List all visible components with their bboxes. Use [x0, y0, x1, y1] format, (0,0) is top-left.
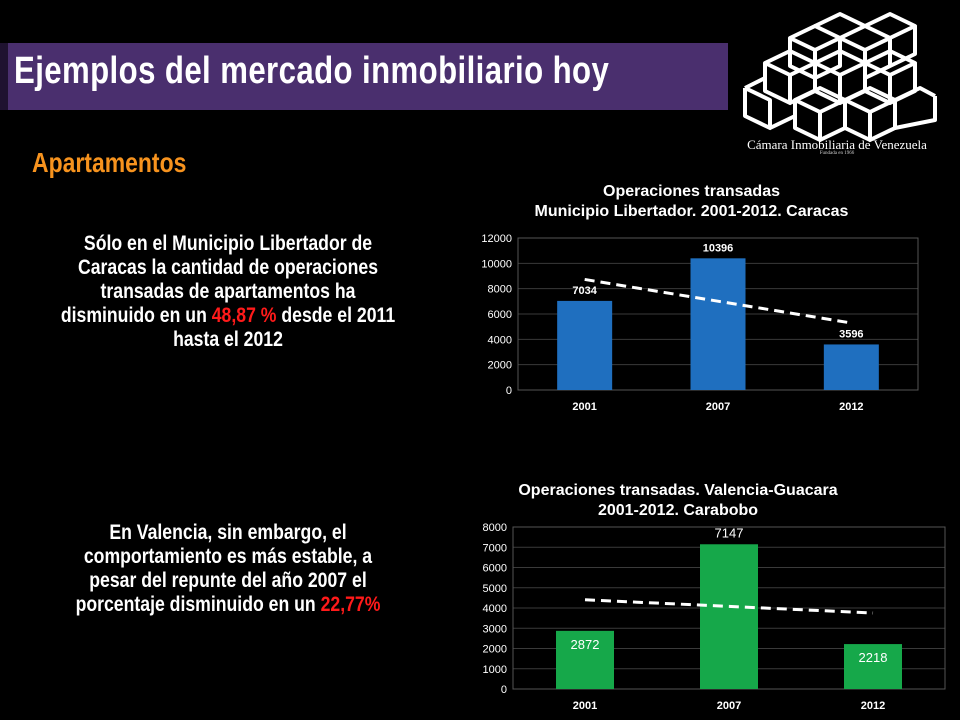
- chart-caracas-title-line2: Municipio Libertador. 2001-2012. Caracas: [534, 203, 849, 220]
- x-tick-label: 2007: [717, 700, 741, 712]
- y-tick-label: 5000: [483, 583, 507, 595]
- y-tick-label: 12000: [481, 233, 512, 245]
- logo-founded: Fundada en 1966: [819, 151, 855, 156]
- y-tick-label: 4000: [483, 603, 507, 615]
- title-bar: [0, 43, 728, 110]
- trendline: [584, 277, 852, 325]
- chart-valencia-title-line2: 2001-2012. Carabobo: [597, 502, 759, 519]
- bar: [700, 544, 758, 689]
- y-tick-label: 8000: [483, 522, 507, 534]
- paragraph-caracas-tail: desde el 2011 hasta el 2012: [173, 304, 396, 351]
- bar: [823, 344, 879, 390]
- y-tick-label: 0: [501, 684, 507, 696]
- data-label: 2872: [571, 637, 600, 652]
- slide-title: Ejemplos del mercado inmobiliario hoy: [14, 50, 610, 92]
- paragraph-caracas: Sólo en el Municipio Libertador de Carac…: [60, 232, 396, 352]
- y-tick-label: 3000: [483, 623, 507, 635]
- logo-name: Cámara Inmobiliaria de Venezuela: [747, 137, 927, 152]
- bar: [557, 300, 613, 390]
- paragraph-caracas-text: Sólo en el Municipio Libertador de Carac…: [60, 232, 379, 327]
- chart-caracas-plot: 0 2000 4000 6000 8000 10000 12000 7034 2001 10396…: [481, 233, 919, 413]
- bar: [556, 630, 614, 689]
- section-subtitle: Apartamentos: [32, 147, 187, 178]
- chart-valencia: Operaciones transadas. Valencia-Guacara …: [463, 475, 953, 720]
- x-tick-label: 2001: [572, 401, 596, 413]
- stacked-cubes-logo-icon: [743, 12, 937, 142]
- data-label: 7147: [715, 525, 744, 540]
- y-tick-label: 1000: [483, 664, 507, 676]
- chart-caracas-title-line1: Operaciones transadas: [603, 183, 780, 200]
- y-tick-label: 7000: [483, 542, 507, 554]
- y-tick-label: 2000: [483, 644, 507, 656]
- data-label: 7034: [572, 285, 597, 297]
- y-tick-label: 0: [506, 385, 512, 397]
- x-tick-label: 2012: [839, 401, 863, 413]
- paragraph-caracas-highlight: 48,87 %: [211, 304, 277, 327]
- data-label: 10396: [703, 242, 734, 254]
- y-tick-label: 8000: [488, 284, 512, 296]
- data-label: 2218: [859, 650, 888, 665]
- x-tick-label: 2001: [573, 700, 597, 712]
- bar: [690, 258, 746, 390]
- trendline: [584, 598, 874, 615]
- y-tick-label: 10000: [481, 258, 512, 270]
- data-label: 3596: [839, 328, 863, 340]
- chart-valencia-plot: 0 1000 2000 3000 4000 5000 6000 7000 8000 2872 200…: [483, 522, 946, 712]
- chart-valencia-title-line1: Operaciones transadas. Valencia-Guacara: [518, 482, 838, 499]
- y-tick-label: 4000: [488, 334, 512, 346]
- paragraph-valencia-highlight: 22,77%: [320, 593, 381, 616]
- y-tick-label: 2000: [488, 360, 512, 372]
- y-tick-label: 6000: [483, 563, 507, 575]
- chart-caracas: Operaciones transadas Municipio Libertad…: [463, 178, 920, 428]
- paragraph-valencia-text: En Valencia, sin embargo, el comportamie…: [75, 521, 373, 616]
- paragraph-valencia: En Valencia, sin embargo, el comportamie…: [60, 521, 396, 617]
- y-tick-label: 6000: [488, 309, 512, 321]
- x-tick-label: 2007: [706, 401, 730, 413]
- x-tick-label: 2012: [861, 700, 885, 712]
- bar: [844, 644, 902, 689]
- title-bar-accent: [0, 43, 8, 110]
